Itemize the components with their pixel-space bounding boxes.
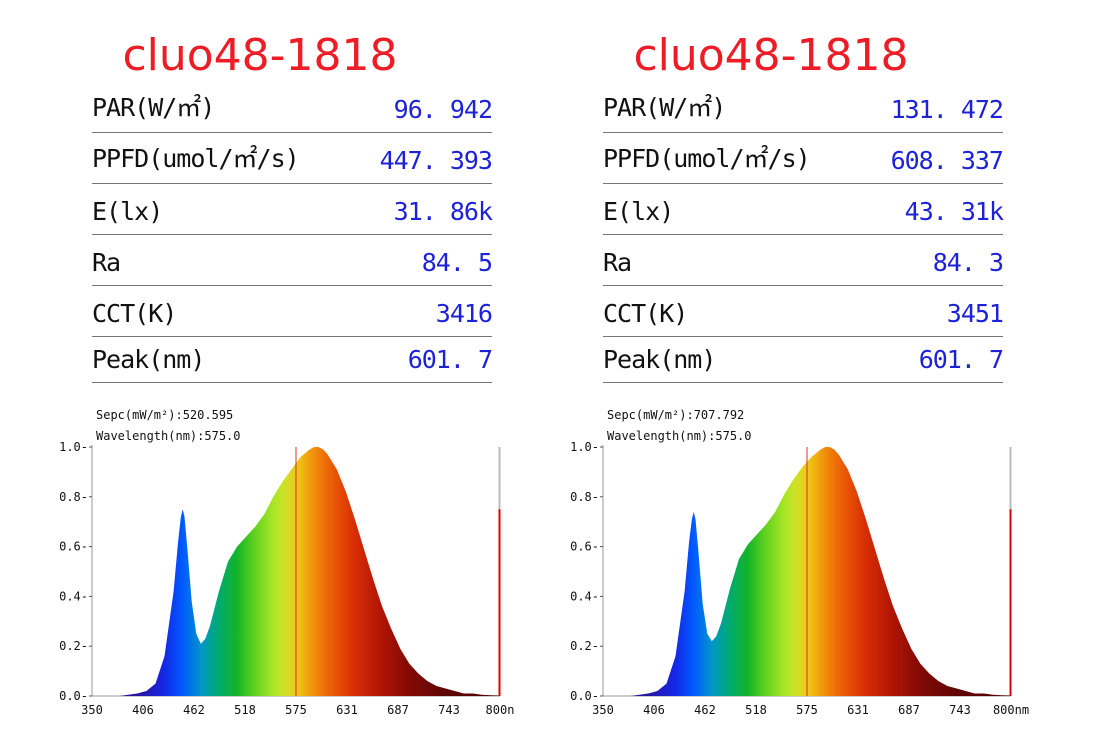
param-row-par: PAR(W/㎡) 96. 942 — [92, 82, 493, 133]
param-row-ppfd: PPFD(umol/㎡/s) 608. 337 — [603, 133, 1004, 184]
chart-annotation: Wavelength(nm):575.0 — [607, 429, 752, 443]
spectrum-chart: Sepc(mW/m²):707.792 Wavelength(nm):575.0 0… — [570, 408, 1029, 717]
param-value: 96. 942 — [393, 95, 493, 124]
y-tick-label: 0.8- — [59, 490, 88, 504]
param-row-peak: Peak(nm) 601. 7 — [603, 337, 1004, 383]
chart-annotation: Sepc(mW/m²):707.792 — [607, 408, 744, 422]
param-value: 3451 — [946, 299, 1004, 328]
param-value: 84. 5 — [421, 248, 493, 277]
param-label: CCT(K) — [603, 299, 688, 328]
panel-title: cluo48-1818 — [633, 30, 909, 81]
x-tick-label: 350 — [81, 703, 103, 717]
param-row-ra: Ra 84. 3 — [603, 235, 1004, 286]
panel-title: cluo48-1818 — [122, 30, 398, 81]
param-value: 43. 31k — [904, 197, 1004, 226]
param-row-ra: Ra 84. 5 — [92, 235, 493, 286]
param-table: PAR(W/㎡) 96. 942 PPFD(umol/㎡/s) 447. 393… — [92, 82, 493, 383]
param-label: Ra — [92, 248, 121, 277]
param-row-lux: E(lx) 43. 31k — [603, 184, 1004, 235]
x-tick-label: 743 — [438, 703, 460, 717]
x-tick-label: 518 — [234, 703, 256, 717]
param-label: E(lx) — [92, 197, 163, 226]
param-row-cct: CCT(K) 3416 — [92, 286, 493, 337]
x-tick-label: 743 — [949, 703, 971, 717]
y-tick-label: 0.0- — [59, 689, 88, 703]
y-tick-label: 0.4- — [570, 589, 599, 603]
x-tick-label: 518 — [745, 703, 767, 717]
param-value: 601. 7 — [918, 345, 1004, 374]
param-value: 31. 86k — [393, 197, 493, 226]
x-tick-label: 575 — [796, 703, 818, 717]
param-row-ppfd: PPFD(umol/㎡/s) 447. 393 — [92, 133, 493, 184]
param-row-peak: Peak(nm) 601. 7 — [92, 337, 493, 383]
x-tick-label: 462 — [694, 703, 716, 717]
x-tick-label: 631 — [847, 703, 869, 717]
x-tick-label: 687 — [387, 703, 409, 717]
param-value: 3416 — [435, 299, 493, 328]
param-value: 447. 393 — [379, 146, 493, 175]
param-label: PAR(W/㎡) — [603, 93, 726, 122]
chart-annotation: Wavelength(nm):575.0 — [96, 429, 241, 443]
chart-annotation: Sepc(mW/m²):520.595 — [96, 408, 233, 422]
param-label: Peak(nm) — [92, 345, 205, 374]
x-tick-label: 631 — [336, 703, 358, 717]
param-label: E(lx) — [603, 197, 674, 226]
param-label: PPFD(umol/㎡/s) — [92, 144, 300, 173]
y-tick-label: 0.6- — [570, 540, 599, 554]
y-tick-label: 0.8- — [570, 490, 599, 504]
y-tick-label: 0.4- — [59, 589, 88, 603]
x-tick-label: 406 — [643, 703, 665, 717]
param-value: 608. 337 — [890, 146, 1004, 175]
param-label: PPFD(umol/㎡/s) — [603, 144, 811, 173]
y-tick-label: 1.0- — [570, 440, 599, 454]
x-tick-label: 687 — [898, 703, 920, 717]
panel-right: cluo48-1818 PAR(W/㎡) 131. 472 PPFD(umol/… — [511, 0, 1031, 752]
y-tick-label: 0.2- — [59, 639, 88, 653]
y-tick-label: 0.0- — [570, 689, 599, 703]
param-label: CCT(K) — [92, 299, 177, 328]
param-value: 131. 472 — [890, 95, 1004, 124]
x-tick-label: 800n — [486, 703, 515, 717]
y-tick-label: 0.2- — [570, 639, 599, 653]
y-tick-label: 0.6- — [59, 540, 88, 554]
param-table: PAR(W/㎡) 131. 472 PPFD(umol/㎡/s) 608. 33… — [603, 82, 1004, 383]
x-tick-label: 406 — [132, 703, 154, 717]
panel-left: cluo48-1818 PAR(W/㎡) 96. 942 PPFD(umol/㎡… — [0, 0, 520, 752]
param-value: 84. 3 — [932, 248, 1004, 277]
param-row-par: PAR(W/㎡) 131. 472 — [603, 82, 1004, 133]
param-row-lux: E(lx) 31. 86k — [92, 184, 493, 235]
param-label: Ra — [603, 248, 632, 277]
x-tick-label: 575 — [285, 703, 307, 717]
y-tick-label: 1.0- — [59, 440, 88, 454]
param-label: PAR(W/㎡) — [92, 93, 215, 122]
x-tick-label: 800nm — [993, 703, 1029, 717]
param-row-cct: CCT(K) 3451 — [603, 286, 1004, 337]
spectrum-chart: Sepc(mW/m²):520.595 Wavelength(nm):575.0 0… — [59, 408, 515, 717]
x-tick-label: 350 — [592, 703, 614, 717]
x-tick-label: 462 — [183, 703, 205, 717]
param-value: 601. 7 — [407, 345, 493, 374]
param-label: Peak(nm) — [603, 345, 716, 374]
